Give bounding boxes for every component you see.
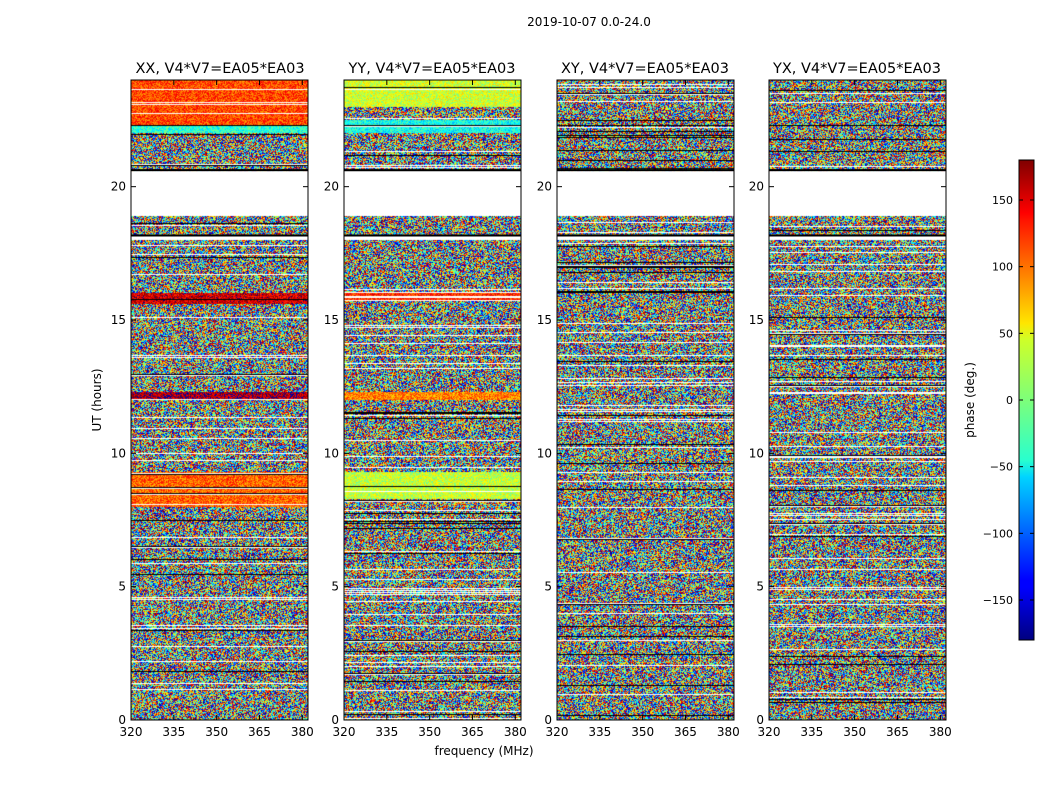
x-tick-label: 365 — [248, 725, 271, 739]
y-tick-label: 15 — [537, 313, 552, 327]
y-tick-label: 5 — [756, 580, 764, 594]
x-tick-label: 365 — [886, 725, 909, 739]
x-tick-label: 335 — [800, 725, 823, 739]
x-tick-label: 350 — [205, 725, 228, 739]
x-axis-label: frequency (MHz) — [434, 744, 533, 758]
phase-image — [557, 80, 734, 720]
x-tick-label: 380 — [717, 725, 740, 739]
y-tick-label: 0 — [331, 713, 339, 727]
y-tick-label: 0 — [118, 713, 126, 727]
panel-frame — [768, 79, 947, 721]
flag-boundary — [344, 169, 521, 172]
colorbar: 150 100 50 0 −50 −100 −150 phase (deg.) — [963, 159, 1035, 641]
y-tick-label: 5 — [544, 580, 552, 594]
x-tick-label: 350 — [843, 725, 866, 739]
panel-title: XY, V4*V7=EA05*EA03 — [561, 61, 729, 77]
colorbar-tick-label: −150 — [983, 594, 1013, 607]
y-tick-label: 10 — [537, 446, 552, 460]
x-tick-label: 320 — [758, 725, 781, 739]
panel-xx: XX, V4*V7=EA05*EA03 320 335 350 365 380 0 5 10 1… — [111, 61, 314, 739]
figure-title: 2019-10-07 0.0-24.0 — [527, 15, 651, 29]
x-tick-label: 350 — [418, 725, 441, 739]
x-tick-label: 365 — [674, 725, 697, 739]
y-tick-label: 20 — [111, 180, 126, 194]
flag-boundary — [131, 234, 308, 237]
y-tick-label: 15 — [111, 313, 126, 327]
x-tick-label: 380 — [504, 725, 527, 739]
colorbar-tick-label: −100 — [983, 527, 1013, 540]
y-tick-label: 20 — [749, 180, 764, 194]
y-tick-label: 10 — [749, 446, 764, 460]
y-tick-label: 10 — [111, 446, 126, 460]
y-tick-label: 0 — [544, 713, 552, 727]
panel-frame — [130, 79, 309, 721]
colorbar-label: phase (deg.) — [963, 362, 977, 438]
y-tick-label: 10 — [324, 446, 339, 460]
panel-frame — [556, 79, 735, 721]
colorbar-tick-label: 50 — [999, 327, 1013, 340]
y-tick-label: 5 — [331, 580, 339, 594]
colorbar-tick-label: −50 — [990, 461, 1013, 474]
panel-xy: XY, V4*V7=EA05*EA03 320 335 350 365 380 0 5 10 1… — [537, 61, 740, 739]
flag-boundary — [344, 234, 521, 237]
panel-yy: YY, V4*V7=EA05*EA03 320 335 350 365 380 0 5 10 1… — [324, 61, 527, 739]
x-tick-label: 380 — [291, 725, 314, 739]
x-tick-label: 320 — [120, 725, 143, 739]
flag-boundary — [131, 169, 308, 172]
y-tick-label: 0 — [756, 713, 764, 727]
flag-boundary — [769, 234, 946, 237]
flag-boundary — [769, 169, 946, 172]
phase-image — [131, 80, 308, 720]
x-tick-label: 380 — [929, 725, 952, 739]
flag-boundary — [557, 169, 734, 172]
x-tick-label: 335 — [162, 725, 185, 739]
panel-yx: YX, V4*V7=EA05*EA03 320 335 350 365 380 0 5 10 1… — [749, 61, 952, 739]
x-tick-label: 335 — [375, 725, 398, 739]
flag-boundary — [557, 234, 734, 237]
y-tick-label: 5 — [118, 580, 126, 594]
phase-image — [769, 80, 946, 720]
phase-image — [344, 80, 521, 720]
x-tick-label: 320 — [546, 725, 569, 739]
x-tick-label: 350 — [631, 725, 654, 739]
y-tick-label: 20 — [537, 180, 552, 194]
panel-title: XX, V4*V7=EA05*EA03 — [135, 61, 304, 77]
x-tick-label: 320 — [333, 725, 356, 739]
colorbar-tick-label: 100 — [992, 261, 1013, 274]
y-tick-label: 15 — [749, 313, 764, 327]
x-tick-label: 335 — [588, 725, 611, 739]
colorbar-tick-label: 0 — [1006, 394, 1013, 407]
y-axis-label: UT (hours) — [90, 368, 104, 431]
panel-frame — [343, 79, 522, 721]
x-tick-label: 365 — [461, 725, 484, 739]
y-tick-label: 20 — [324, 180, 339, 194]
panel-title: YY, V4*V7=EA05*EA03 — [348, 61, 516, 77]
y-tick-label: 15 — [324, 313, 339, 327]
panel-title: YX, V4*V7=EA05*EA03 — [772, 61, 941, 77]
colorbar-tick-label: 150 — [992, 194, 1013, 207]
